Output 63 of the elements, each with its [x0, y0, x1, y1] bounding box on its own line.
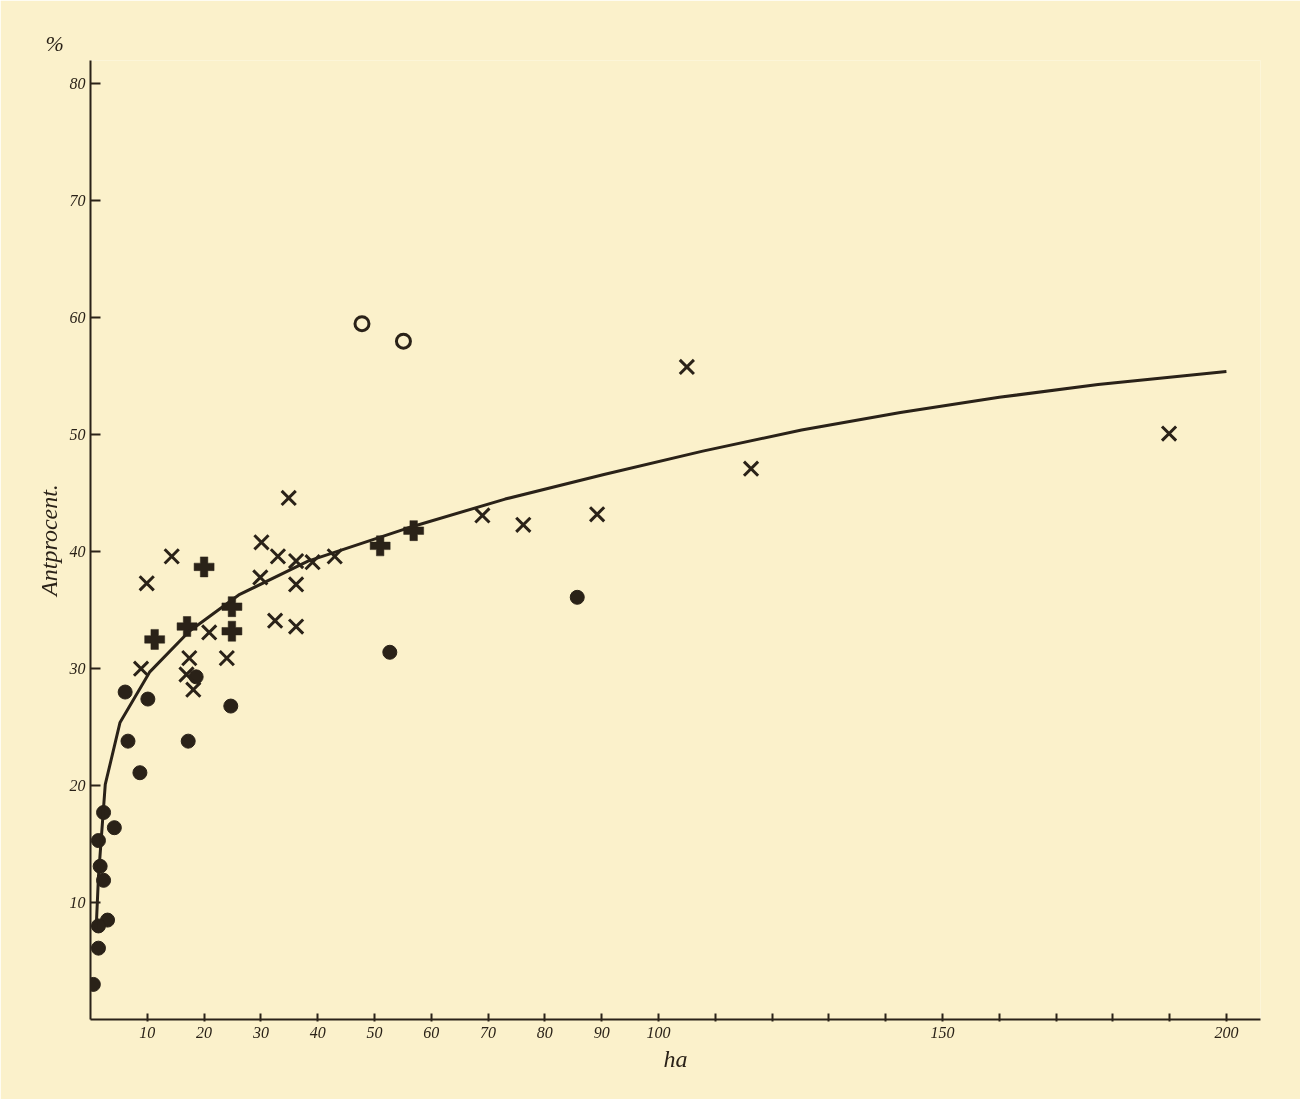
point — [382, 644, 398, 660]
point — [177, 665, 196, 684]
point — [1160, 425, 1178, 443]
point — [184, 681, 202, 699]
x-tick-label: 100 — [646, 1023, 671, 1041]
point — [269, 547, 287, 565]
x-tick-label: 200 — [1214, 1023, 1239, 1041]
y-tick-label: 10 — [69, 894, 86, 912]
point — [163, 547, 181, 565]
y-tick-label: 50 — [69, 426, 86, 444]
y-tick-label: 30 — [68, 660, 86, 678]
x-tick-label: 80 — [536, 1023, 553, 1041]
y-tick-label: 60 — [69, 309, 86, 327]
y-axis-title: Antprocent. — [35, 484, 62, 598]
point — [369, 535, 391, 557]
point — [144, 629, 165, 650]
point — [251, 568, 269, 586]
point — [326, 547, 344, 565]
point — [403, 520, 424, 541]
y-tick-label: 20 — [69, 777, 86, 795]
point — [588, 505, 606, 523]
x-tick-label: 90 — [593, 1023, 610, 1041]
text: % — [45, 30, 64, 56]
x-tick-label: 50 — [366, 1023, 383, 1041]
point — [140, 691, 156, 707]
point — [180, 733, 196, 749]
x-tick-label: 10 — [139, 1023, 156, 1041]
x-tick-label: 20 — [196, 1023, 213, 1041]
point — [223, 698, 239, 714]
point — [132, 660, 150, 678]
point — [221, 596, 243, 617]
x-tick-label: 60 — [423, 1023, 440, 1041]
point — [569, 589, 585, 605]
x-tick-label: 40 — [309, 1023, 326, 1041]
point — [120, 733, 136, 749]
point — [221, 620, 243, 642]
point — [138, 574, 156, 592]
y-tick-label: 70 — [69, 192, 86, 210]
point — [742, 460, 760, 478]
point — [180, 649, 198, 667]
point — [394, 332, 412, 350]
x-axis-title: ha — [663, 1045, 688, 1072]
y-tick-label: 80 — [69, 75, 86, 93]
point — [132, 765, 148, 781]
y-tick-label: 40 — [69, 543, 86, 561]
point — [287, 575, 305, 594]
point — [473, 506, 491, 525]
point — [218, 649, 236, 667]
point — [280, 489, 298, 507]
point — [514, 516, 532, 534]
point — [193, 556, 215, 578]
point — [200, 623, 218, 641]
point — [266, 612, 284, 630]
point — [252, 533, 271, 551]
point — [287, 617, 305, 636]
x-tick-label: 30 — [251, 1023, 269, 1041]
point — [106, 820, 122, 836]
x-tick-label: 70 — [480, 1023, 497, 1041]
point — [90, 940, 106, 956]
point — [117, 684, 133, 700]
x-tick-label: 150 — [930, 1023, 955, 1041]
point — [678, 358, 696, 376]
point — [353, 315, 371, 333]
